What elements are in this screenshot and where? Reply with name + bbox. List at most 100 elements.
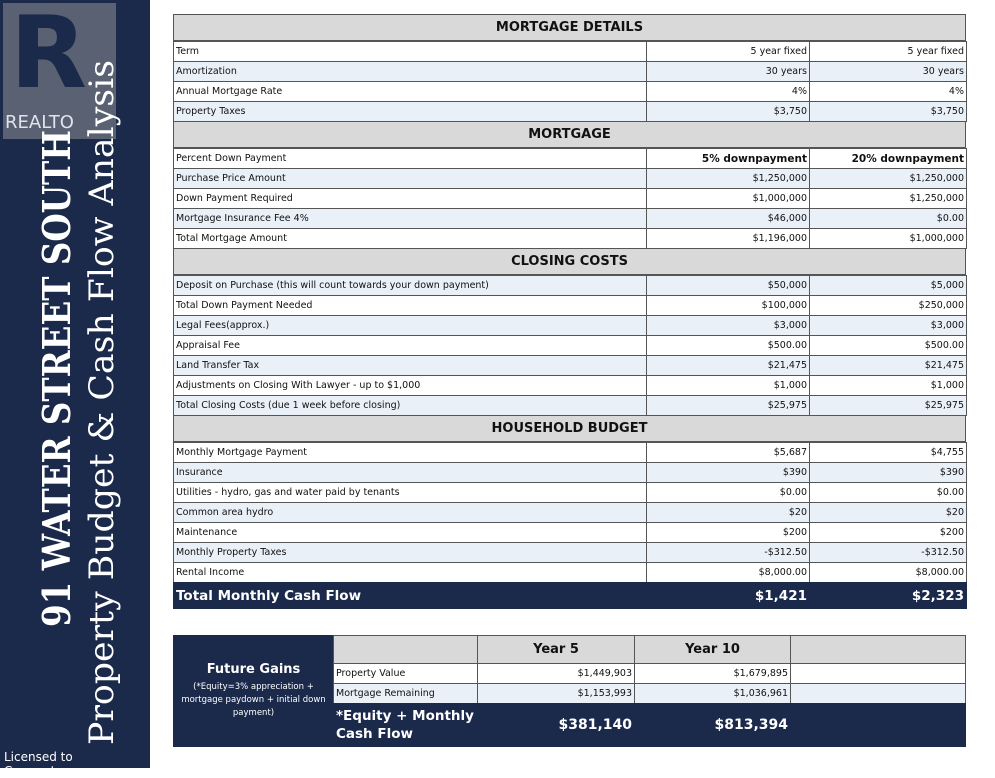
label-cell: Property Taxes xyxy=(173,101,647,122)
sidebar-title: 91 WATER STREET SOUTH xyxy=(34,130,79,627)
blank-cell xyxy=(790,683,966,704)
value-cell: $3,000 xyxy=(646,315,810,336)
value-cell: $1,000 xyxy=(809,375,967,396)
label-cell: Property Value xyxy=(333,663,478,684)
value-cell: $8,000.00 xyxy=(809,562,967,583)
value-cell: $0.00 xyxy=(646,482,810,503)
label-cell: Mortgage Insurance Fee 4% xyxy=(173,208,647,229)
value-cell: $200 xyxy=(809,522,967,543)
future-title: Future Gains xyxy=(206,662,301,677)
footer: Licensed to Cornerstone xyxy=(4,750,78,778)
value-cell: $1,250,000 xyxy=(646,168,810,189)
label-cell: Deposit on Purchase (this will count tow… xyxy=(173,275,647,296)
value-cell: $200 xyxy=(646,522,810,543)
value-cell: $1,449,903 xyxy=(477,663,635,684)
value-cell: 4% xyxy=(809,81,967,102)
label-cell: Annual Mortgage Rate xyxy=(173,81,647,102)
value-cell: $3,750 xyxy=(809,101,967,122)
header-blank xyxy=(790,635,966,664)
label-cell: Total Mortgage Amount xyxy=(173,228,647,249)
value-cell: 5 year fixed xyxy=(646,41,810,62)
blank-cell xyxy=(790,703,966,747)
future-gains-box: Future Gains (*Equity=3% appreciation + m… xyxy=(173,635,334,747)
label-cell: Legal Fees(approx.) xyxy=(173,315,647,336)
section-header: MORTGAGE DETAILS xyxy=(173,14,966,41)
label-cell: Percent Down Payment xyxy=(173,148,647,169)
value-cell: 30 years xyxy=(646,61,810,82)
year-header: Year 5 xyxy=(477,635,635,664)
value-cell: $25,975 xyxy=(809,395,967,416)
label-cell: Monthly Mortgage Payment xyxy=(173,442,647,463)
section-header: MORTGAGE xyxy=(173,121,966,148)
label-cell: Land Transfer Tax xyxy=(173,355,647,376)
value-cell: $20 xyxy=(646,502,810,523)
value-cell: $1,000 xyxy=(646,375,810,396)
equity-value: $381,140 xyxy=(477,703,635,747)
logo-text: REALTO xyxy=(5,112,74,133)
value-cell: -$312.50 xyxy=(646,542,810,563)
value-cell: $390 xyxy=(646,462,810,483)
sidebar-subtitle: Property Budget & Cash Flow Analysis xyxy=(82,60,122,745)
value-cell: $1,153,993 xyxy=(477,683,635,704)
value-cell: $1,036,961 xyxy=(634,683,791,704)
logo-box xyxy=(3,3,116,139)
label-cell: Purchase Price Amount xyxy=(173,168,647,189)
label-cell: Appraisal Fee xyxy=(173,335,647,356)
value-cell: $0.00 xyxy=(809,208,967,229)
value-cell: $100,000 xyxy=(646,295,810,316)
value-cell: $500.00 xyxy=(646,335,810,356)
value-cell: $21,475 xyxy=(809,355,967,376)
value-cell: $1,250,000 xyxy=(809,188,967,209)
sidebar: R REALTO 91 WATER STREET SOUTH Property … xyxy=(0,0,150,778)
value-cell: 4% xyxy=(646,81,810,102)
value-cell: $25,975 xyxy=(646,395,810,416)
value-cell: $50,000 xyxy=(646,275,810,296)
label-cell: Monthly Property Taxes xyxy=(173,542,647,563)
year-header: Year 10 xyxy=(634,635,791,664)
value-cell: $1,679,895 xyxy=(634,663,791,684)
value-cell: $500.00 xyxy=(809,335,967,356)
blank-cell xyxy=(790,663,966,684)
section-header: CLOSING COSTS xyxy=(173,248,966,275)
section-header: HOUSEHOLD BUDGET xyxy=(173,415,966,442)
label-cell: Amortization xyxy=(173,61,647,82)
label-cell: Common area hydro xyxy=(173,502,647,523)
value-cell: $20 xyxy=(809,502,967,523)
value-cell: $250,000 xyxy=(809,295,967,316)
label-cell: Insurance xyxy=(173,462,647,483)
total-value: $1,421 xyxy=(646,582,810,609)
value-cell: $3,750 xyxy=(646,101,810,122)
value-cell: $390 xyxy=(809,462,967,483)
value-cell: $5,000 xyxy=(809,275,967,296)
label-cell: Utilities - hydro, gas and water paid by… xyxy=(173,482,647,503)
value-cell: $1,196,000 xyxy=(646,228,810,249)
value-cell: 5 year fixed xyxy=(809,41,967,62)
header-blank xyxy=(333,635,478,664)
value-cell: $1,250,000 xyxy=(809,168,967,189)
label-cell: Mortgage Remaining xyxy=(333,683,478,704)
equity-label: *Equity + Monthly Cash Flow xyxy=(333,703,478,747)
value-cell: -$312.50 xyxy=(809,542,967,563)
total-value: $2,323 xyxy=(809,582,967,609)
value-cell: $21,475 xyxy=(646,355,810,376)
label-cell: Total Closing Costs (due 1 week before c… xyxy=(173,395,647,416)
sidebar-text: 91 WATER STREET SOUTH Property Budget & … xyxy=(34,60,122,745)
label-cell: Adjustments on Closing With Lawyer - up … xyxy=(173,375,647,396)
value-cell: $46,000 xyxy=(646,208,810,229)
value-cell: 20% downpayment xyxy=(809,148,967,169)
value-cell: $1,000,000 xyxy=(809,228,967,249)
value-cell: $4,755 xyxy=(809,442,967,463)
value-cell: $3,000 xyxy=(809,315,967,336)
value-cell: $1,000,000 xyxy=(646,188,810,209)
label-cell: Down Payment Required xyxy=(173,188,647,209)
value-cell: 30 years xyxy=(809,61,967,82)
value-cell: $8,000.00 xyxy=(646,562,810,583)
logo: R xyxy=(10,0,88,111)
label-cell: Term xyxy=(173,41,647,62)
label-cell: Maintenance xyxy=(173,522,647,543)
value-cell: $5,687 xyxy=(646,442,810,463)
label-cell: Rental Income xyxy=(173,562,647,583)
value-cell: 5% downpayment xyxy=(646,148,810,169)
value-cell: $0.00 xyxy=(809,482,967,503)
